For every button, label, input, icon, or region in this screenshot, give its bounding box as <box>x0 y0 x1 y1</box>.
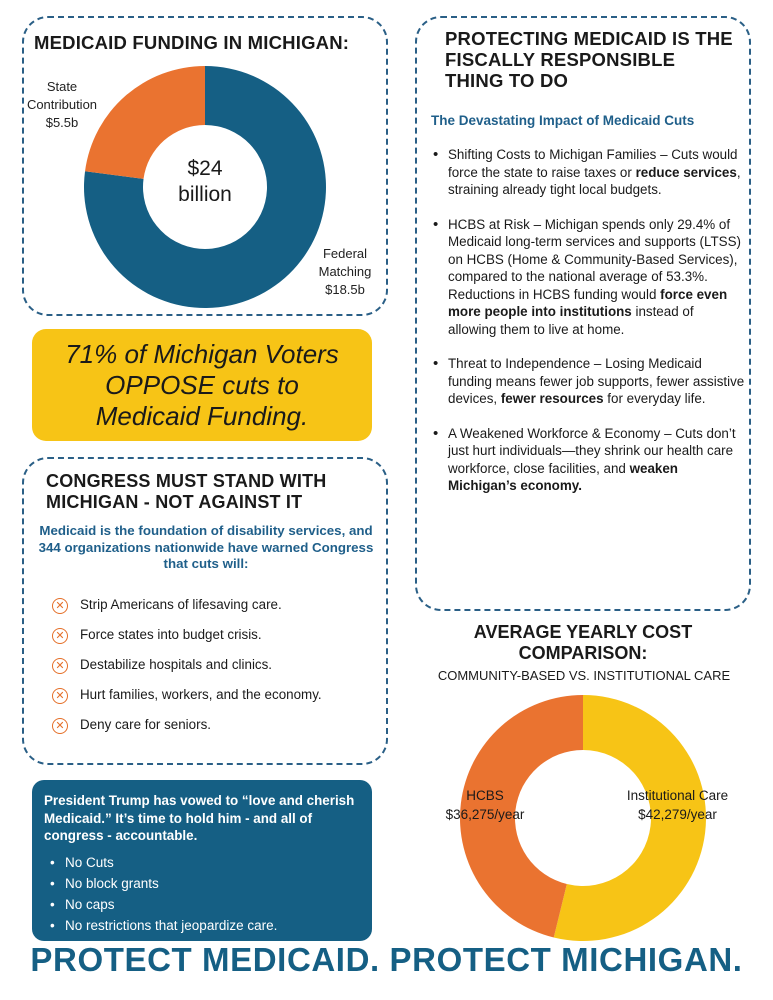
impact-list: Shifting Costs to Michigan Families – Cu… <box>429 146 745 512</box>
demand-item: No restrictions that jeopardize care. <box>50 915 277 936</box>
congress-title: CONGRESS MUST STAND WITH MICHIGAN - NOT … <box>46 471 327 512</box>
x-circle-icon: ✕ <box>52 658 68 674</box>
funding-title: MEDICAID FUNDING IN MICHIGAN: <box>34 32 350 53</box>
cut-item: ✕ Deny care for seniors. <box>52 717 372 734</box>
institutional-label-value: $42,279/year <box>638 807 717 822</box>
cost-comparison-subtitle: COMMUNITY-BASED VS. INSTITUTIONAL CARE <box>437 668 731 683</box>
funding-center-label: $24 billion <box>150 156 260 208</box>
institutional-label-name: Institutional Care <box>626 788 729 803</box>
voters-oppose-callout: 71% of Michigan Voters OPPOSE cuts to Me… <box>32 329 372 441</box>
fiscal-responsibility-panel: PROTECTING MEDICAID IS THE FISCALLY RESP… <box>415 16 751 611</box>
state-label-line2: Contribution <box>26 97 98 112</box>
impact-item: HCBS at Risk – Michigan spends only 29.4… <box>429 216 745 339</box>
federal-label-line2: Matching <box>318 264 372 279</box>
demands-list: No Cuts No block grants No caps No restr… <box>50 852 277 936</box>
demand-item: No block grants <box>50 873 277 894</box>
funding-center-amount: $24 <box>187 157 223 180</box>
cut-item: ✕ Strip Americans of lifesaving care. <box>52 597 372 614</box>
funding-center-unit: billion <box>178 183 232 206</box>
demand-item: No Cuts <box>50 852 277 873</box>
hcbs-label: HCBS $36,275/year <box>430 786 540 824</box>
cost-comparison-title: AVERAGE YEARLY COST COMPARISON: <box>473 622 693 663</box>
accountability-text: President Trump has vowed to “love and c… <box>44 793 355 843</box>
cut-item: ✕ Force states into budget crisis. <box>52 627 372 644</box>
demand-item: No caps <box>50 894 277 915</box>
impact-item: A Weakened Workforce & Economy – Cuts do… <box>429 425 745 495</box>
cuts-list: ✕ Strip Americans of lifesaving care. ✕ Fo… <box>52 597 372 747</box>
x-circle-icon: ✕ <box>52 718 68 734</box>
accountability-panel: President Trump has vowed to “love and c… <box>32 780 372 941</box>
impact-subheading: The Devastating Impact of Medicaid Cuts <box>431 113 695 128</box>
hcbs-label-value: $36,275/year <box>445 807 525 822</box>
institutional-care-label: Institutional Care $42,279/year <box>605 786 750 824</box>
x-circle-icon: ✕ <box>52 688 68 704</box>
federal-matching-label: Federal Matching $18.5b <box>305 245 385 299</box>
x-circle-icon: ✕ <box>52 628 68 644</box>
congress-subtitle: Medicaid is the foundation of disability… <box>38 523 374 571</box>
state-contribution-label: State Contribution $5.5b <box>20 78 104 132</box>
funding-panel: MEDICAID FUNDING IN MICHIGAN: <box>22 16 388 316</box>
impact-item: Shifting Costs to Michigan Families – Cu… <box>429 146 745 199</box>
cut-item: ✕ Hurt families, workers, and the economy… <box>52 687 372 704</box>
fiscal-responsibility-title: PROTECTING MEDICAID IS THE FISCALLY RESP… <box>445 28 733 91</box>
federal-label-value: $18.5b <box>325 282 365 297</box>
state-label-line1: State <box>46 79 78 94</box>
congress-panel: CONGRESS MUST STAND WITH MICHIGAN - NOT … <box>22 457 388 765</box>
impact-item: Threat to Independence – Losing Medicaid… <box>429 355 745 408</box>
state-label-value: $5.5b <box>45 115 79 130</box>
federal-label-line1: Federal <box>322 246 368 261</box>
cut-item: ✕ Destabilize hospitals and clinics. <box>52 657 372 674</box>
voters-oppose-text: 71% of Michigan Voters OPPOSE cuts to Me… <box>65 338 339 431</box>
footer-slogan: PROTECT MEDICAID. PROTECT MICHIGAN. <box>30 941 743 978</box>
x-circle-icon: ✕ <box>52 598 68 614</box>
hcbs-label-name: HCBS <box>466 788 504 803</box>
